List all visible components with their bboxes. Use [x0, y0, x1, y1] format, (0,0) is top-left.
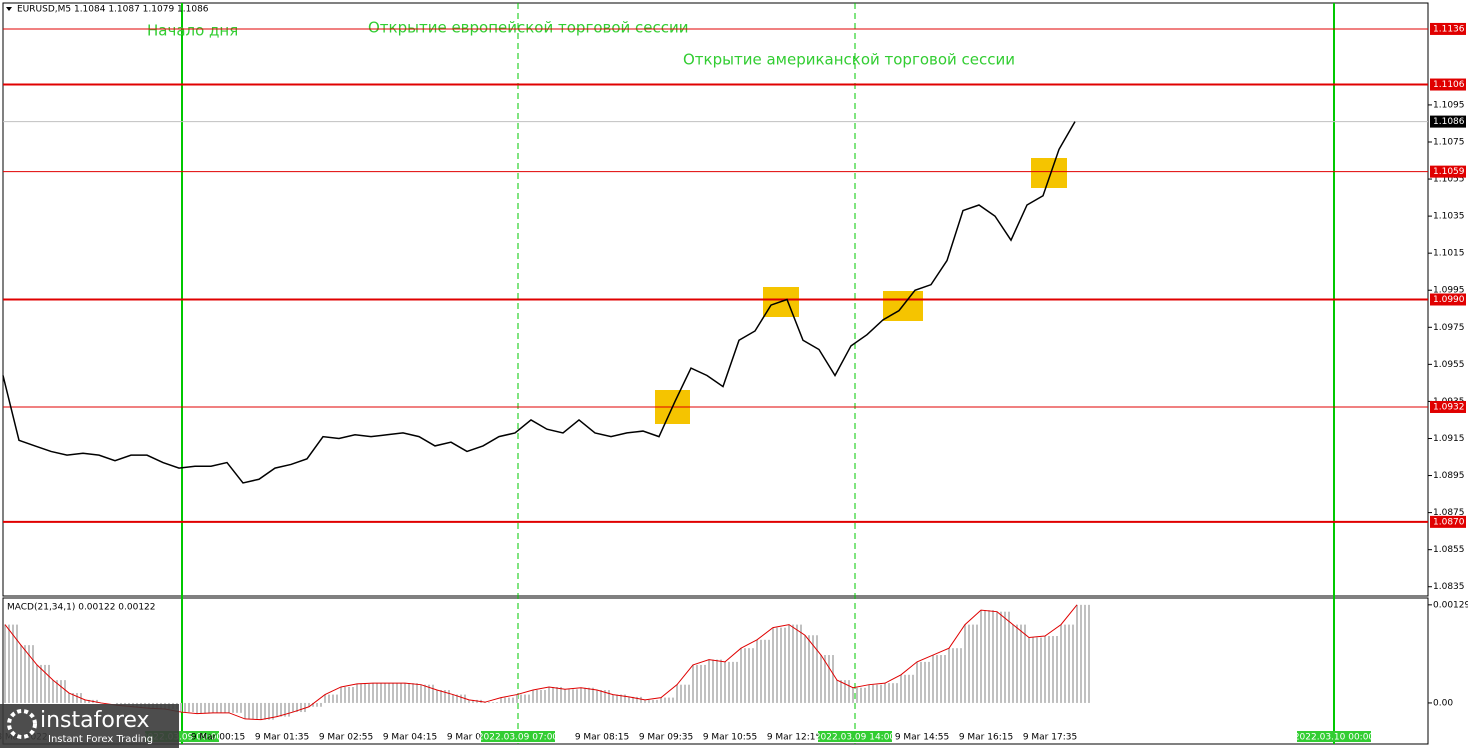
watermark-tagline: Instant Forex Trading [48, 734, 153, 745]
x-tick-label: 9 Mar 10:55 [703, 733, 757, 743]
level-label: 1.0990 [1433, 295, 1465, 305]
y-tick-label: 1.0995 [1433, 286, 1465, 296]
y-tick-label: 1.0855 [1433, 545, 1465, 555]
y-tick-label: 1.1075 [1433, 137, 1465, 147]
x-tick-label: 9 Mar 08:15 [575, 733, 629, 743]
time-label-bg [1297, 731, 1371, 742]
price-line [2, 121, 1076, 484]
x-tick-label: 9 Mar 12:15 [767, 733, 821, 743]
watermark: instaforex Instant Forex Trading [0, 704, 179, 748]
y-tick-label: 1.1055 [1433, 175, 1465, 185]
level-label-bg [1430, 165, 1466, 178]
y-tick-label: 1.0835 [1433, 582, 1465, 592]
x-tick-label: 9 Mar 02:55 [319, 733, 373, 743]
x-tick-label: 9 Mar 05:35 [447, 733, 501, 743]
x-tick-label: 2022.03.09 00:00 [142, 733, 223, 743]
level-label-bg [1430, 78, 1466, 91]
x-tick-label: 2022.03.09 07:00 [478, 733, 559, 743]
current-price-label: 1.1086 [1433, 117, 1465, 127]
y-tick-label: 0.00129 [1433, 600, 1468, 610]
watermark-bg [0, 704, 179, 748]
highlight-box [1031, 158, 1067, 188]
x-tick-label: 2022.03.10 00:00 [1294, 733, 1375, 743]
time-label-bg [145, 731, 219, 742]
annotation: Открытие американской торговой сессии [683, 51, 1015, 69]
watermark-brand: instaforex [40, 708, 150, 733]
level-label: 1.0932 [1433, 402, 1465, 412]
x-tick-label: 9 Mar 04:15 [383, 733, 437, 743]
level-label-bg [1430, 293, 1466, 306]
x-tick-label: 9 Mar 16:15 [959, 733, 1013, 743]
macd-title: MACD(21,34,1) 0.00122 0.00122 [7, 603, 156, 613]
y-tick-label: 1.1035 [1433, 212, 1465, 222]
menu-icon [6, 7, 12, 11]
annotation: Открытие европейской торговой сессии [368, 19, 689, 37]
x-tick-label: 9 Mar 17:35 [1023, 733, 1077, 743]
y-tick-label: 1.0895 [1433, 471, 1465, 481]
level-label-bg [1430, 515, 1466, 528]
level-label: 1.0870 [1433, 517, 1465, 527]
level-label: 1.1059 [1433, 167, 1465, 177]
time-label-bg [818, 731, 892, 742]
level-label: 1.1136 [1433, 24, 1465, 34]
watermark-logo [7, 709, 37, 739]
y-tick-label: 1.0955 [1433, 360, 1465, 370]
time-label-bg [481, 731, 555, 742]
y-tick-label: 1.0915 [1433, 434, 1465, 444]
current-price-bg [1430, 115, 1466, 128]
level-label-bg [1430, 400, 1466, 413]
macd-panel [2, 597, 1429, 745]
header: EURUSD,M5 1.1084 1.1087 1.1079 1.1086 [17, 5, 209, 15]
x-tick-label: 2022.03.09 14:00 [815, 733, 896, 743]
y-tick-label: 1.0875 [1433, 508, 1465, 518]
y-tick-label: 1.1095 [1433, 100, 1465, 110]
x-tick-label: 9 Mar 01:35 [255, 733, 309, 743]
level-label-bg [1430, 22, 1466, 35]
x-tick-label: 9 Mar 14:55 [895, 733, 949, 743]
level-label: 1.1106 [1433, 80, 1465, 90]
macd-signal [4, 604, 1078, 721]
y-tick-label: 1.0975 [1433, 323, 1465, 333]
y-tick-label: 1.1015 [1433, 249, 1465, 259]
x-tick-label: 9 Mar 09:35 [639, 733, 693, 743]
annotation: Начало дня [147, 22, 238, 40]
y-tick-label: 0.00 [1433, 698, 1453, 708]
x-tick-label: 9 Mar 00:15 [191, 733, 245, 743]
